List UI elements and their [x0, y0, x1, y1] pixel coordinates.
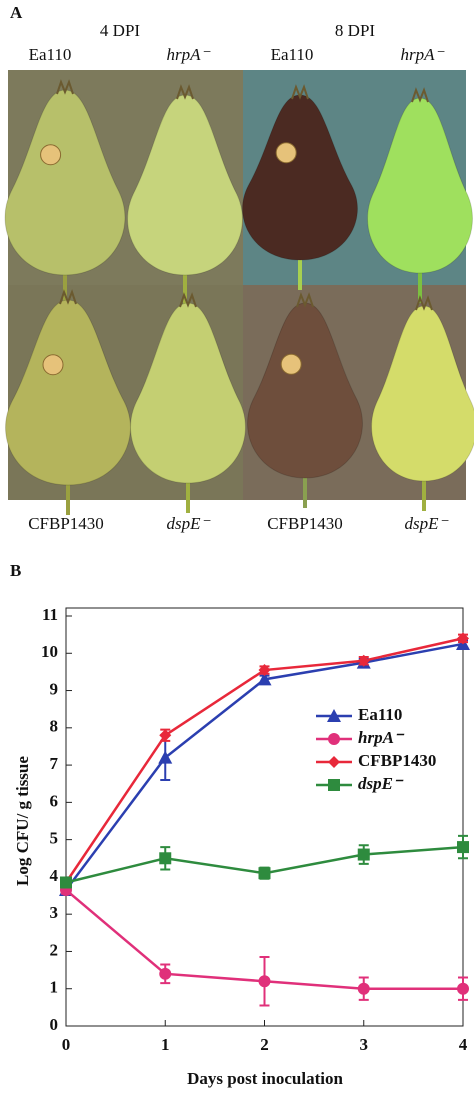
x-tick-label: 4 [459, 1035, 468, 1054]
y-tick-label: 11 [42, 605, 58, 624]
strain-label: hrpA⁻ [401, 45, 446, 64]
panel-label: A [10, 3, 23, 22]
point [159, 729, 172, 742]
calyx [415, 295, 433, 311]
point [457, 982, 469, 995]
y-tick-label: 8 [50, 717, 59, 736]
x-tick-label: 0 [62, 1035, 71, 1054]
pear [5, 299, 131, 486]
point [357, 982, 370, 995]
point [60, 876, 72, 889]
y-tick-label: 4 [50, 866, 59, 885]
strain-label: CFBP1430 [267, 514, 343, 533]
strain-label: dspE⁻ [167, 514, 212, 533]
x-tick-label: 3 [360, 1035, 369, 1054]
point [158, 750, 173, 764]
point [257, 672, 272, 686]
y-tick-label: 2 [50, 940, 59, 959]
y-tick-label: 10 [41, 642, 58, 661]
point [457, 841, 469, 854]
point [258, 975, 271, 988]
point [159, 967, 172, 980]
calyx [179, 292, 197, 308]
point [457, 632, 469, 645]
y-tick-label: 7 [50, 754, 59, 773]
pear [247, 302, 363, 479]
pear [242, 94, 358, 261]
point [258, 867, 271, 880]
pear [130, 302, 246, 484]
point [159, 852, 172, 865]
legend-marker [328, 733, 340, 745]
x-tick-label: 2 [260, 1035, 269, 1054]
pear [4, 89, 126, 276]
calyx [291, 84, 309, 100]
x-axis-title: Days post inoculation [187, 1069, 343, 1088]
legend-label: CFBP1430 [358, 751, 436, 770]
legend-marker [328, 756, 340, 768]
point [357, 654, 370, 667]
y-tick-label: 0 [50, 1015, 59, 1034]
strain-label: CFBP1430 [28, 514, 104, 533]
calyx [176, 84, 194, 100]
y-tick-label: 9 [50, 679, 59, 698]
wound [275, 142, 297, 164]
panel-label: B [10, 561, 21, 580]
legend-marker [328, 779, 340, 791]
strain-label: Ea110 [29, 45, 72, 64]
legend-marker [327, 709, 341, 722]
wound [42, 354, 64, 376]
pear [127, 94, 243, 276]
point [258, 664, 271, 677]
legend-label: dspE⁻ [358, 774, 404, 793]
y-tick-label: 6 [50, 791, 59, 810]
calyx [411, 87, 429, 103]
legend-label: Ea110 [358, 705, 402, 724]
x-tick-label: 1 [161, 1035, 170, 1054]
pear [371, 305, 474, 482]
header: 4 DPI [100, 21, 140, 40]
y-axis-title: Log CFU/ g tissue [13, 756, 32, 886]
photo-panel [4, 70, 474, 515]
calyx [59, 289, 77, 305]
y-tick-label: 1 [50, 978, 59, 997]
legend-label: hrpA⁻ [358, 728, 405, 747]
wound [40, 144, 62, 166]
strain-label: hrpA⁻ [167, 45, 212, 64]
y-tick-label: 5 [50, 829, 59, 848]
point [357, 848, 370, 861]
strain-label: dspE⁻ [405, 514, 450, 533]
calyx [56, 79, 74, 95]
wound [280, 353, 302, 375]
calyx [296, 292, 314, 308]
strain-label: Ea110 [271, 45, 314, 64]
header: 8 DPI [335, 21, 375, 40]
pear [367, 97, 473, 274]
y-tick-label: 3 [50, 903, 59, 922]
